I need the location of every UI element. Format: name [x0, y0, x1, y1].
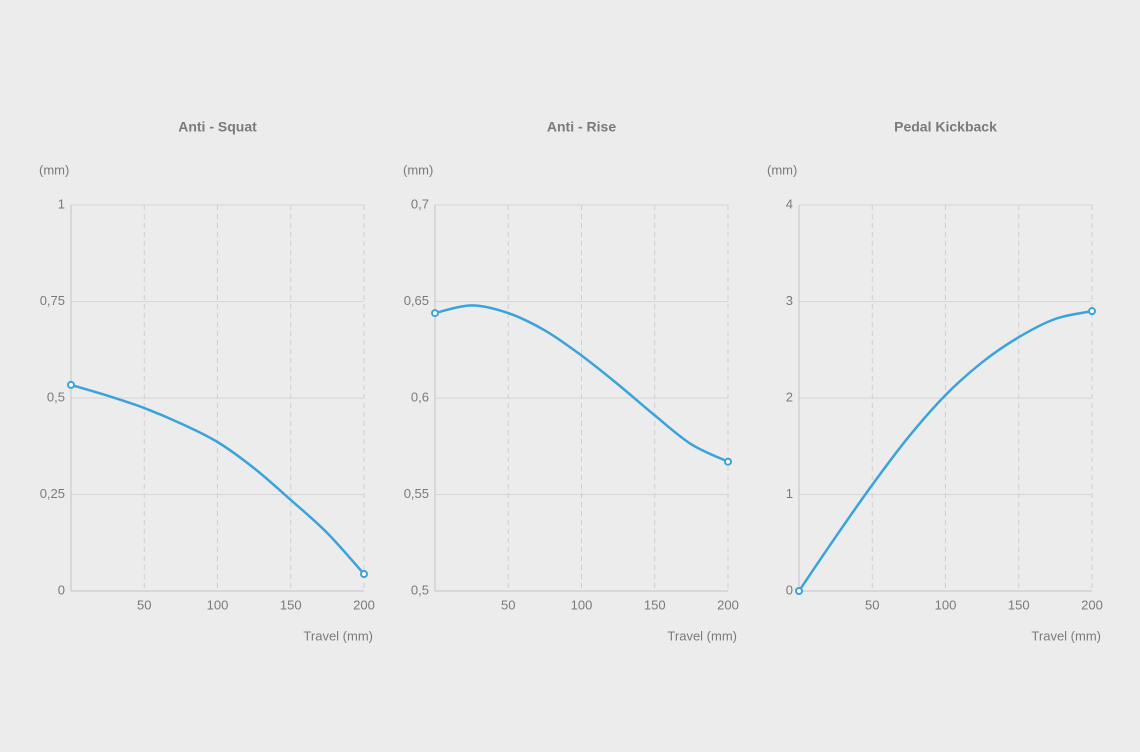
end-point: [795, 587, 803, 595]
x-tick-label: 100: [935, 597, 957, 612]
line-series: [70, 383, 365, 575]
y-tick-label: 0,5: [411, 582, 429, 597]
chart-title: Pedal Kickback: [894, 119, 997, 135]
x-tick-label: 50: [137, 597, 151, 612]
y-tick-label: 0,7: [411, 196, 429, 211]
y-axis-label: (mm): [767, 162, 797, 177]
y-tick-label: 0: [58, 582, 65, 597]
x-axis-label: Travel (mm): [667, 628, 737, 643]
y-tick-label: 4: [786, 196, 793, 211]
y-tick-label: 0,5: [47, 389, 65, 404]
x-tick-label: 100: [207, 597, 229, 612]
end-point: [1088, 307, 1096, 316]
end-point: [431, 309, 439, 318]
y-axis-label: (mm): [39, 162, 69, 177]
y-tick-label: 0,75: [40, 293, 65, 308]
x-tick-label: 50: [501, 597, 515, 612]
end-point: [67, 380, 75, 389]
x-tick-label: 200: [353, 597, 375, 612]
x-tick-label: 150: [644, 597, 666, 612]
line-series: [434, 304, 729, 463]
chart-title: Anti - Squat: [178, 119, 257, 135]
y-tick-label: 1: [58, 196, 65, 211]
end-point: [360, 570, 368, 579]
y-tick-label: 0: [786, 582, 793, 597]
x-tick-label: 200: [1081, 597, 1103, 612]
y-tick-label: 0,25: [40, 486, 65, 501]
y-axis-label: (mm): [403, 162, 433, 177]
x-axis-label: Travel (mm): [1031, 628, 1101, 643]
x-tick-label: 200: [717, 597, 739, 612]
y-tick-label: 1: [786, 486, 793, 501]
y-tick-label: 0,65: [404, 293, 429, 308]
x-tick-label: 50: [865, 597, 879, 612]
line-series: [797, 309, 1093, 592]
x-axis-label: Travel (mm): [303, 628, 373, 643]
end-point: [724, 457, 732, 466]
y-tick-label: 0,55: [404, 486, 429, 501]
x-tick-label: 150: [280, 597, 302, 612]
y-tick-label: 3: [786, 293, 793, 308]
x-tick-label: 100: [571, 597, 593, 612]
x-tick-label: 150: [1008, 597, 1030, 612]
y-tick-label: 0,6: [411, 389, 429, 404]
y-tick-label: 2: [786, 389, 793, 404]
chart-title: Anti - Rise: [547, 119, 616, 135]
